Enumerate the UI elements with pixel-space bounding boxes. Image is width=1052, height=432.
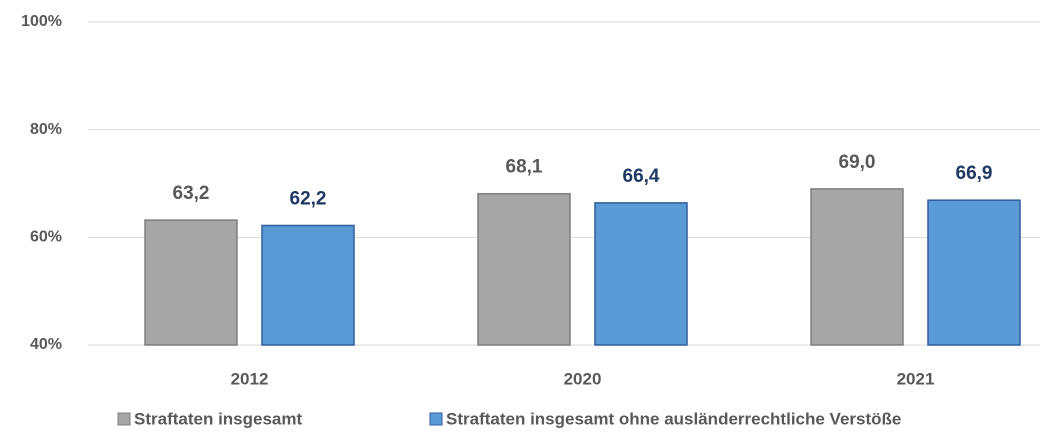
legend-label: Straftaten insgesamt ohne ausländerrecht… — [446, 409, 901, 428]
x-tick-label: 2012 — [231, 369, 269, 388]
x-tick-label: 2021 — [897, 369, 935, 388]
bar — [927, 199, 1021, 346]
value-label: 66,9 — [956, 163, 993, 184]
y-tick-label: 100% — [21, 13, 62, 30]
y-tick-label: 40% — [30, 336, 62, 353]
value-label: 62,2 — [290, 189, 327, 210]
bar — [594, 202, 688, 346]
y-tick-label: 80% — [30, 121, 62, 138]
legend-swatch — [429, 412, 443, 426]
bar — [261, 224, 355, 346]
y-tick-label: 60% — [30, 229, 62, 246]
bar — [477, 192, 571, 346]
value-label: 69,0 — [839, 152, 876, 173]
value-label: 63,2 — [173, 183, 210, 204]
value-label: 66,4 — [623, 166, 660, 187]
legend-swatch — [117, 412, 131, 426]
legend-label: Straftaten insgesamt — [134, 409, 302, 428]
bar — [810, 188, 904, 346]
value-label: 68,1 — [506, 157, 543, 178]
x-tick-label: 2020 — [564, 369, 602, 388]
bar — [144, 219, 238, 346]
